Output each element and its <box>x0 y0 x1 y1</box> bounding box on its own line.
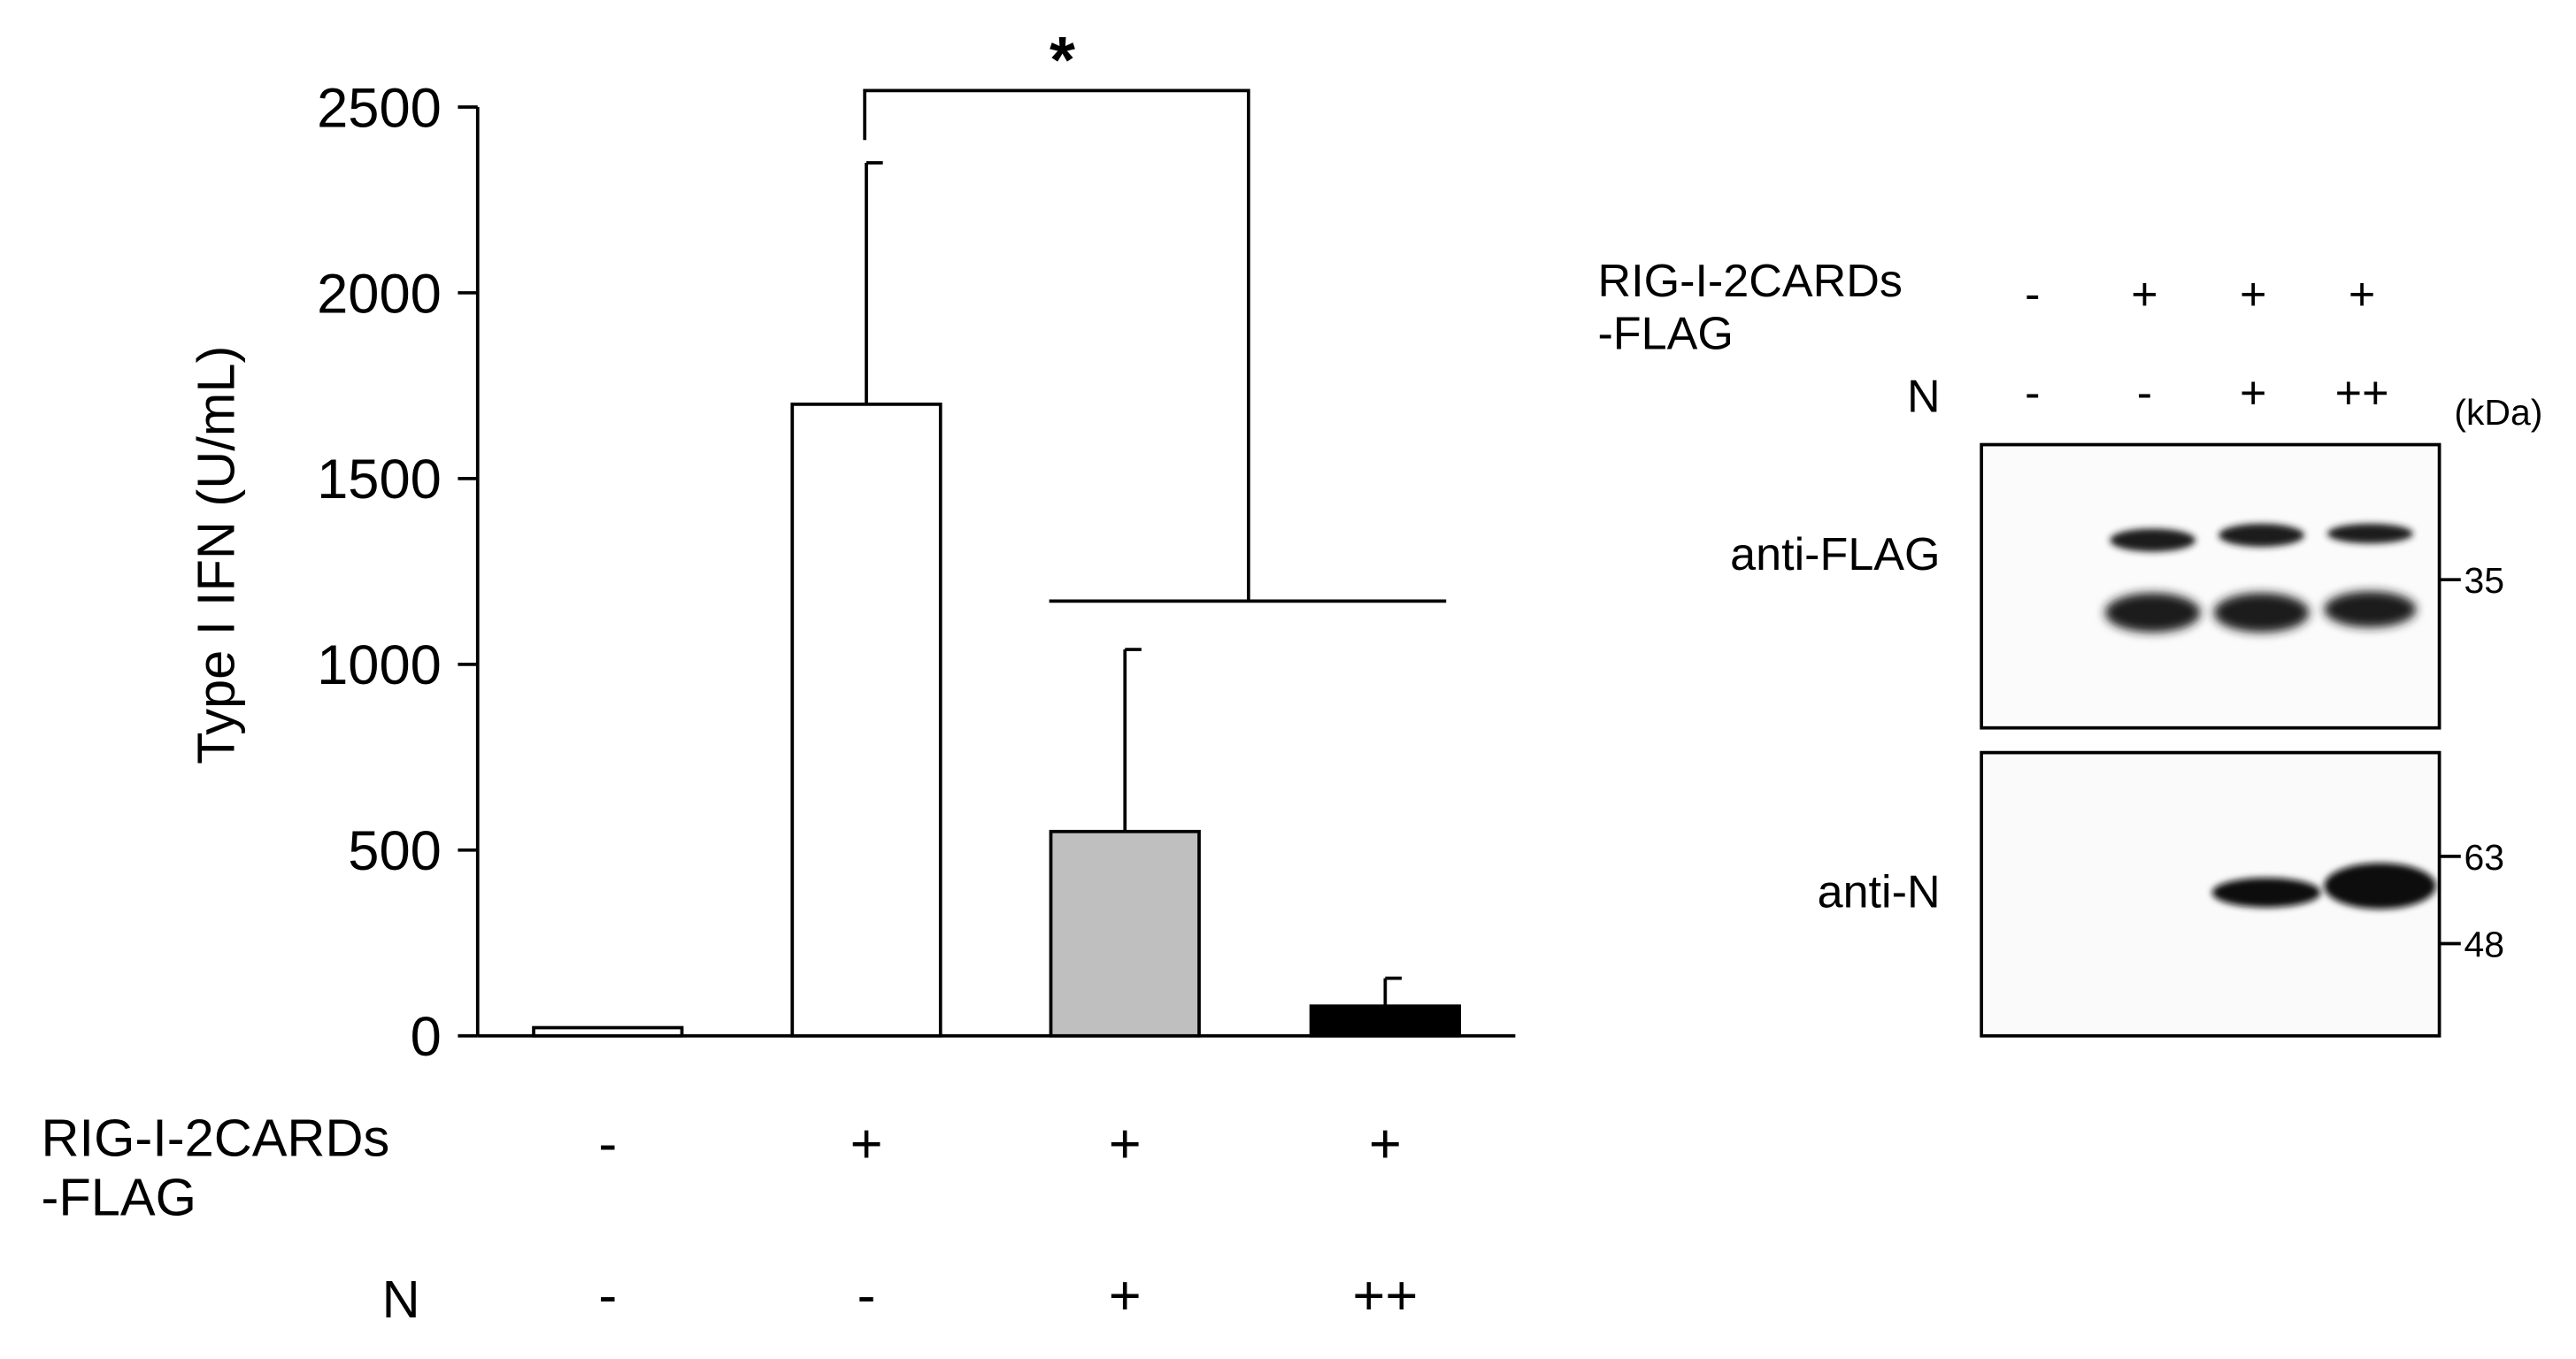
n-label: N <box>382 1270 420 1329</box>
anti-n-bands <box>2211 863 2436 910</box>
blot-rig-value-1: - <box>2025 269 2040 320</box>
band <box>2324 591 2417 628</box>
band <box>2213 593 2310 633</box>
western-blot: RIG-I-2CARDs -FLAG N - + + + - - + ++ (k… <box>1597 256 2542 1038</box>
blot-rig-value-2: + <box>2131 269 2157 320</box>
anti-flag-label: anti-FLAG <box>1730 529 1940 580</box>
blot-n-value-2: - <box>2137 368 2152 419</box>
anti-flag-bands <box>2104 523 2417 633</box>
kda-unit: (kDa) <box>2454 392 2542 433</box>
band <box>2104 593 2201 633</box>
blot-rig-label-line1: RIG-I-2CARDs <box>1597 256 1903 307</box>
n-value: ++ <box>1352 1264 1418 1326</box>
n-value: - <box>857 1264 876 1326</box>
bar <box>790 403 942 1038</box>
rig-label-line2: -FLAG <box>42 1168 196 1227</box>
bars <box>532 161 1461 1038</box>
rig-label-line1: RIG-I-2CARDs <box>42 1109 390 1168</box>
blot-n-value-4: ++ <box>2335 368 2389 419</box>
marker-63: 63 <box>2465 837 2505 878</box>
rig-value: + <box>850 1113 883 1175</box>
y-axis-ticks: 0 500 1000 1500 2000 2500 <box>317 77 478 1068</box>
rig-value: + <box>1109 1113 1142 1175</box>
y-tick-label: 2500 <box>317 77 442 139</box>
band <box>2110 528 2196 552</box>
y-tick-label: 0 <box>411 1006 442 1068</box>
blot-rig-value-3: + <box>2240 269 2266 320</box>
y-tick-label: 2000 <box>317 263 442 325</box>
bar-chart: 0 500 1000 1500 2000 2500 Type I IFN (U/mL) *… <box>42 23 1516 1329</box>
n-value: - <box>598 1264 617 1326</box>
marker-48: 48 <box>2465 924 2505 964</box>
blot-rig-value-4: + <box>2349 269 2375 320</box>
bar <box>1309 1004 1461 1038</box>
band <box>2324 863 2436 910</box>
band <box>2218 523 2304 547</box>
rig-value: - <box>598 1113 617 1175</box>
anti-flag-panel <box>1980 442 2441 730</box>
band <box>2211 878 2321 908</box>
y-axis-label: Type I IFN (U/mL) <box>186 346 245 764</box>
blot-n-value-1: - <box>2025 368 2040 419</box>
rig-value: + <box>1369 1113 1402 1175</box>
marker-35: 35 <box>2465 560 2505 601</box>
significance-bracket <box>863 88 1447 603</box>
n-value: + <box>1109 1264 1142 1326</box>
bar <box>532 1025 684 1038</box>
band <box>2327 523 2413 544</box>
blot-n-label: N <box>1907 371 1941 422</box>
significance-star: * <box>1050 23 1075 96</box>
y-tick-label: 1500 <box>317 449 442 511</box>
anti-n-label: anti-N <box>1818 867 1941 918</box>
condition-rows: --+-+++++ <box>598 1113 1418 1326</box>
blot-rig-label-line2: -FLAG <box>1597 309 1733 360</box>
y-tick-label: 500 <box>348 820 442 882</box>
y-tick-label: 1000 <box>317 634 442 696</box>
blot-n-value-3: + <box>2240 368 2266 419</box>
bar <box>1049 829 1201 1038</box>
